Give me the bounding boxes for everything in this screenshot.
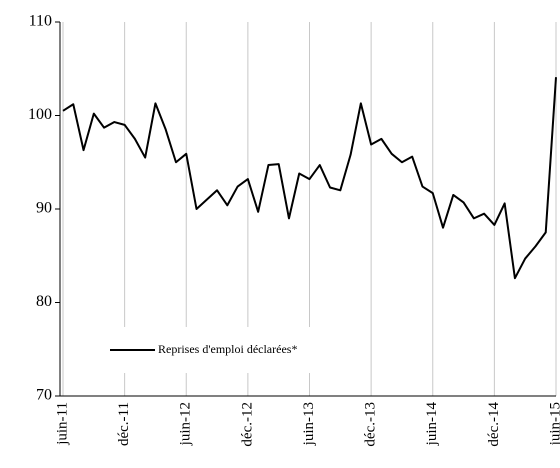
x-tick-label: juin-15 bbox=[547, 402, 560, 446]
x-tick-label: juin-13 bbox=[301, 402, 317, 446]
y-tick-label: 70 bbox=[36, 387, 52, 404]
x-tick-label: juin-12 bbox=[178, 402, 194, 446]
y-tick-label: 90 bbox=[36, 200, 52, 217]
x-tick-label: juin-14 bbox=[424, 402, 440, 447]
y-tick-label: 80 bbox=[36, 293, 52, 310]
x-tick-label: déc.-11 bbox=[116, 402, 132, 446]
y-tick-label: 100 bbox=[28, 106, 52, 123]
legend-label: Reprises d'emploi déclarées* bbox=[158, 342, 297, 356]
y-tick-label: 110 bbox=[29, 13, 52, 30]
data-line bbox=[62, 77, 557, 280]
x-tick-label: déc.-12 bbox=[239, 402, 255, 447]
x-tick-label: déc.-14 bbox=[486, 402, 502, 447]
x-tick-label: juin-11 bbox=[54, 402, 70, 446]
x-tick-label: déc.-13 bbox=[363, 402, 379, 447]
